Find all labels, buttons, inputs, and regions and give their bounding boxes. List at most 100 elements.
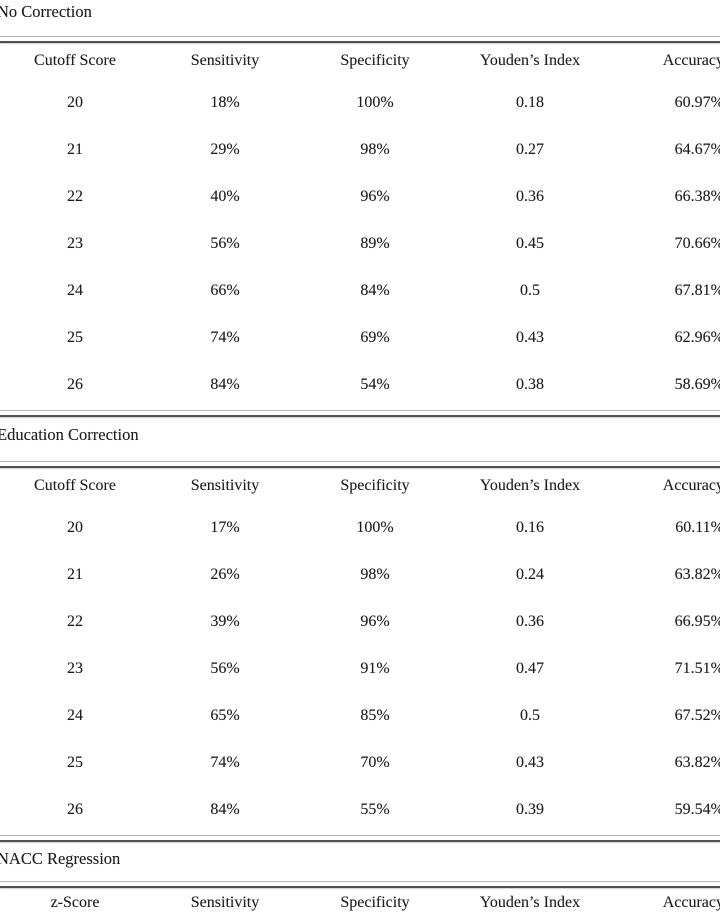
cell-cutoff: 22 [67, 612, 83, 630]
cell-cutoff: 21 [67, 565, 83, 583]
table-row: 20 18% 100% 0.18 60.97% [0, 79, 720, 126]
cell-sensitivity: 74% [210, 753, 240, 771]
column-header-youdens-index: Youden’s Index [479, 52, 581, 69]
section-title-no-correction: No Correction [0, 2, 92, 21]
table-top-rule [0, 36, 720, 43]
cell-sensitivity: 39% [210, 612, 240, 630]
table-row: 24 66% 84% 0.5 67.81% [0, 267, 720, 314]
table-header-row: z-Score Sensitivity Specificity Youden’s… [0, 888, 720, 912]
column-header-accuracy: Accuracy [662, 477, 720, 494]
cell-cutoff: 24 [67, 281, 83, 299]
cell-accuracy: 67.81% [674, 281, 720, 299]
column-header-cutoff-score: Cutoff Score [34, 477, 116, 494]
cell-accuracy: 62.96% [674, 328, 720, 346]
cell-sensitivity: 66% [210, 281, 240, 299]
cell-youdens-index: 0.45 [516, 234, 544, 252]
cell-youdens-index: 0.27 [516, 140, 544, 158]
table-row: 22 39% 96% 0.36 66.95% [0, 598, 720, 645]
cell-specificity: 98% [360, 140, 390, 158]
section-title-education-correction: Education Correction [0, 425, 139, 444]
cell-sensitivity: 84% [210, 800, 240, 818]
cell-accuracy: 71.51% [674, 659, 720, 677]
table-row: 23 56% 89% 0.45 70.66% [0, 220, 720, 267]
table-bottom-rule [0, 410, 720, 417]
cell-sensitivity: 84% [210, 375, 240, 393]
column-header-cutoff-score: Cutoff Score [34, 52, 116, 69]
cell-accuracy: 64.67% [674, 140, 720, 158]
cell-accuracy: 63.82% [674, 565, 720, 583]
cell-sensitivity: 29% [210, 140, 240, 158]
table-row: 26 84% 55% 0.39 59.54% [0, 786, 720, 833]
rule-light-line [0, 835, 720, 836]
rule-dark-line [0, 466, 720, 468]
cell-sensitivity: 26% [210, 565, 240, 583]
table-header-row: Cutoff Score Sensitivity Specificity You… [0, 43, 720, 79]
cell-cutoff: 25 [67, 753, 83, 771]
cell-accuracy: 59.54% [674, 800, 720, 818]
cell-specificity: 100% [356, 93, 394, 111]
cell-youdens-index: 0.38 [516, 375, 544, 393]
rule-dark-line [0, 886, 720, 888]
cell-specificity: 98% [360, 565, 390, 583]
table-row: 24 65% 85% 0.5 67.52% [0, 692, 720, 739]
column-header-accuracy: Accuracy [662, 52, 720, 69]
cell-accuracy: 70.66% [674, 234, 720, 252]
cell-youdens-index: 0.24 [516, 565, 544, 583]
table-row: 25 74% 69% 0.43 62.96% [0, 314, 720, 361]
cell-cutoff: 26 [67, 375, 83, 393]
cell-cutoff: 20 [67, 518, 83, 536]
cell-sensitivity: 56% [210, 234, 240, 252]
rule-dark-line [0, 840, 720, 842]
table-row: 21 29% 98% 0.27 64.67% [0, 126, 720, 173]
cell-youdens-index: 0.39 [516, 800, 544, 818]
cell-specificity: 91% [360, 659, 390, 677]
cell-cutoff: 22 [67, 187, 83, 205]
column-header-specificity: Specificity [340, 477, 410, 494]
cell-sensitivity: 17% [210, 518, 240, 536]
cell-sensitivity: 74% [210, 328, 240, 346]
table-header-row: Cutoff Score Sensitivity Specificity You… [0, 468, 720, 504]
cell-youdens-index: 0.43 [516, 328, 544, 346]
cell-cutoff: 23 [67, 234, 83, 252]
rule-light-line [0, 461, 720, 462]
rule-light-line [0, 410, 720, 411]
cell-youdens-index: 0.36 [516, 187, 544, 205]
table-row: 21 26% 98% 0.24 63.82% [0, 551, 720, 598]
column-header-youdens-index: Youden’s Index [479, 894, 581, 911]
table-row: 25 74% 70% 0.43 63.82% [0, 739, 720, 786]
cell-cutoff: 25 [67, 328, 83, 346]
cell-specificity: 89% [360, 234, 390, 252]
column-header-specificity: Specificity [340, 894, 410, 911]
cell-cutoff: 26 [67, 800, 83, 818]
table-top-rule [0, 881, 720, 888]
cell-youdens-index: 0.5 [520, 706, 540, 724]
cell-specificity: 55% [360, 800, 390, 818]
rule-dark-line [0, 41, 720, 43]
table-row: 26 84% 54% 0.38 58.69% [0, 361, 720, 408]
cell-specificity: 100% [356, 518, 394, 536]
cell-sensitivity: 18% [210, 93, 240, 111]
column-header-youdens-index: Youden’s Index [479, 477, 581, 494]
cell-accuracy: 58.69% [674, 375, 720, 393]
cell-sensitivity: 40% [210, 187, 240, 205]
cell-cutoff: 23 [67, 659, 83, 677]
cell-youdens-index: 0.43 [516, 753, 544, 771]
cell-accuracy: 66.95% [674, 612, 720, 630]
cell-accuracy: 66.38% [674, 187, 720, 205]
table-row: 22 40% 96% 0.36 66.38% [0, 173, 720, 220]
column-header-z-score: z-Score [50, 894, 100, 911]
cell-accuracy: 60.97% [674, 93, 720, 111]
cell-cutoff: 21 [67, 140, 83, 158]
cell-sensitivity: 56% [210, 659, 240, 677]
table-row: 23 56% 91% 0.47 71.51% [0, 645, 720, 692]
cell-cutoff: 20 [67, 93, 83, 111]
rule-light-line [0, 881, 720, 882]
cell-cutoff: 24 [67, 706, 83, 724]
cell-sensitivity: 65% [210, 706, 240, 724]
cell-youdens-index: 0.36 [516, 612, 544, 630]
column-header-sensitivity: Sensitivity [190, 894, 260, 911]
table-row: 20 17% 100% 0.16 60.11% [0, 504, 720, 551]
cell-youdens-index: 0.16 [516, 518, 544, 536]
cell-specificity: 70% [360, 753, 390, 771]
